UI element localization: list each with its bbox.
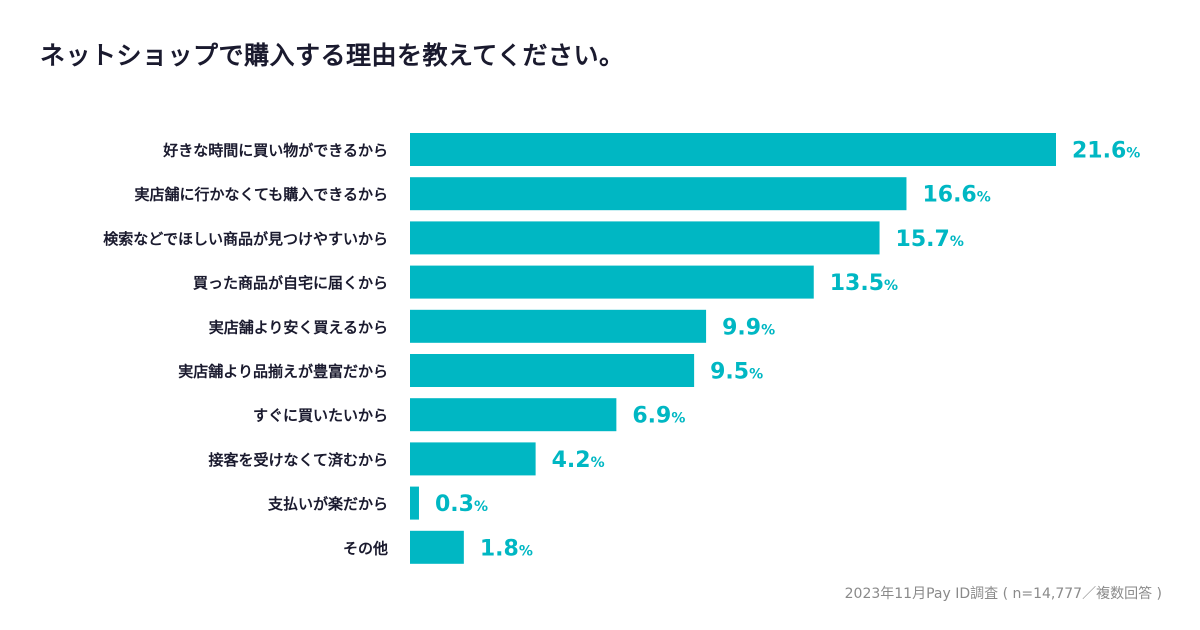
value-label: 1.8% [480,536,533,561]
value-label: 16.6% [922,183,990,208]
category-label: 接客を受けなくて済むから [208,451,388,469]
category-label: 支払いが楽だから [267,495,388,513]
bar [410,309,707,343]
category-label: すぐに買いたいから [253,407,388,425]
bar [410,354,695,387]
category-label: 検索などでほしい商品が見つけやすいから [103,230,388,248]
value-label: 9.9% [722,315,775,340]
value-label: 0.3% [435,492,488,517]
category-label: 実店舗に行かなくても購入できるから [134,186,388,204]
bar [410,442,536,476]
value-label: 21.6% [1072,139,1140,164]
bar [410,133,1056,166]
bar [410,177,907,211]
bar [410,530,464,564]
category-label: 実店舗より品揃えが豊富だから [178,363,388,381]
category-label: 好きな時間に買い物ができるから [162,142,388,160]
page-title: ネットショップで購入する理由を教えてください。 [40,41,625,70]
survey-footnote: 2023年11月Pay ID調査 ( n=14,777／複数回答 ) [844,586,1162,602]
category-label: 実店舗より安く買えるから [209,318,388,336]
value-label: 15.7% [896,227,964,252]
value-label: 13.5% [830,271,898,296]
bar [410,221,880,255]
bar [410,486,419,520]
bar [410,398,617,432]
value-label: 6.9% [632,404,685,429]
category-label: 買った商品が自宅に届くから [193,274,388,292]
bar [410,265,814,299]
category-label: その他 [343,539,388,557]
value-label: 9.5% [710,360,763,385]
value-label: 4.2% [552,448,605,473]
